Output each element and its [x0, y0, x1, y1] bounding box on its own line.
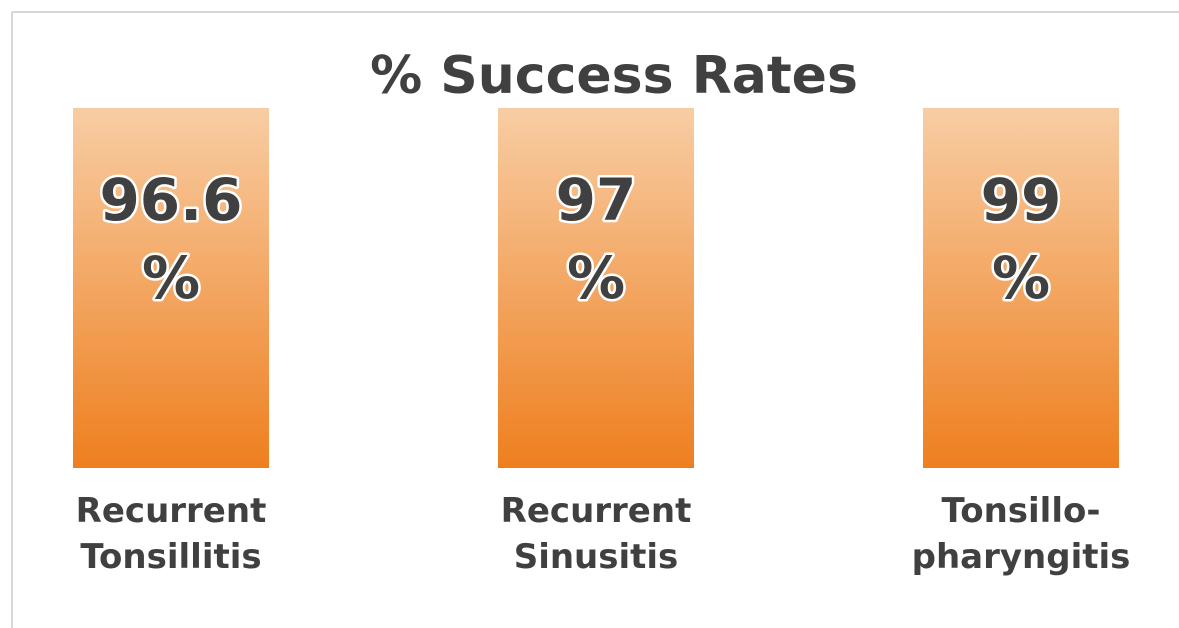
card-label: Recurrent — [76, 491, 267, 531]
card-label: pharyngitis — [912, 537, 1131, 577]
cards: 96.6% Recurrent Tonsillitis 97% Recurrent Sin… — [73, 108, 1130, 577]
title: % Success Rates — [370, 46, 858, 106]
card-label: Sinusitis — [514, 537, 679, 577]
card-unit: % — [992, 244, 1050, 312]
card-value: 99 — [981, 166, 1062, 234]
card-label: Tonsillitis — [80, 537, 261, 577]
card-box — [923, 108, 1119, 468]
card-label: Tonsillo- — [942, 491, 1101, 531]
card-unit: % — [142, 244, 200, 312]
card-label: Recurrent — [501, 491, 692, 531]
card-box — [73, 108, 269, 468]
card-value: 97 — [556, 166, 637, 234]
card-box — [498, 108, 694, 468]
card-value: 96.6 — [99, 166, 242, 234]
card-unit: % — [567, 244, 625, 312]
